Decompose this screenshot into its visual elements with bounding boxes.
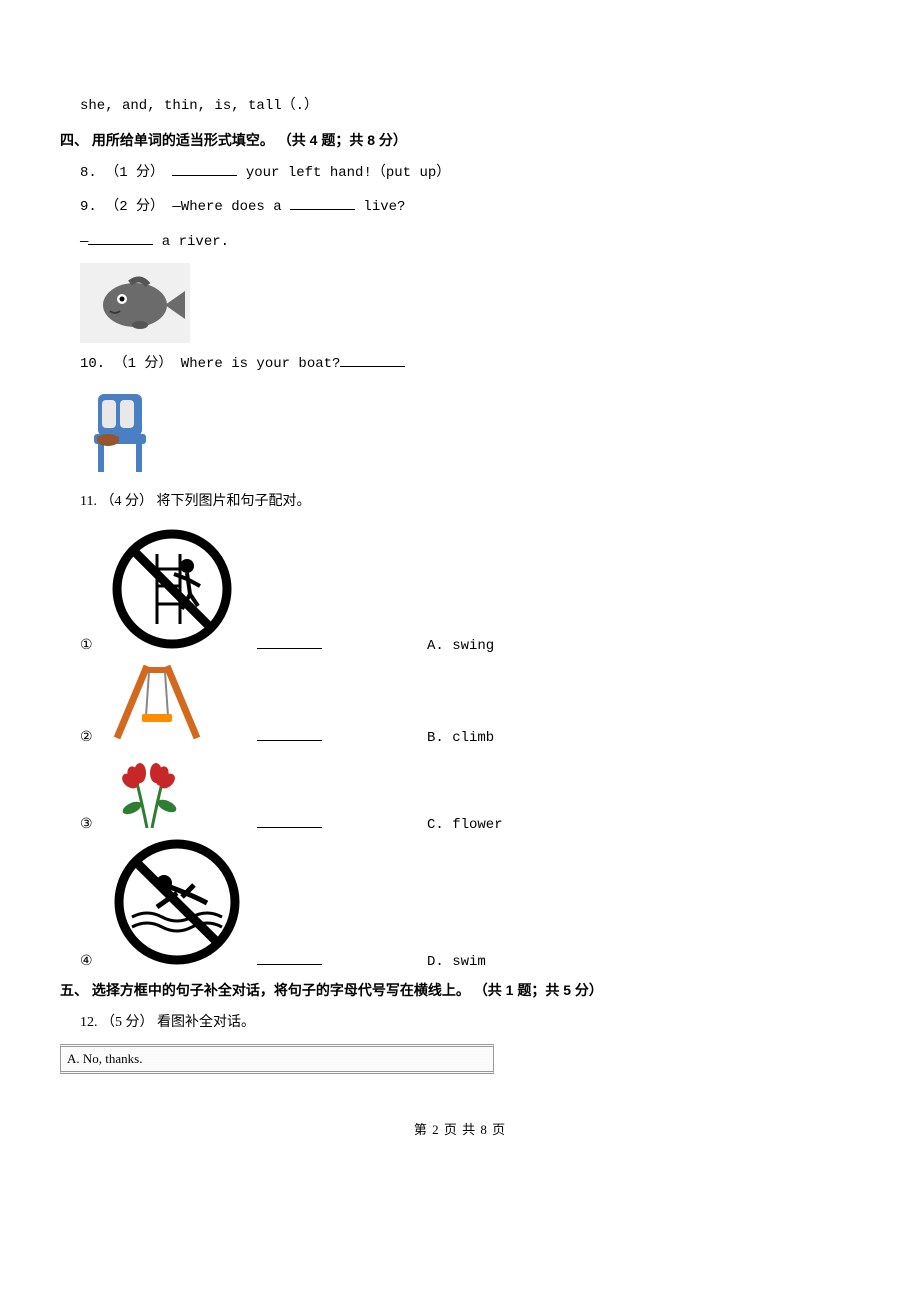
question-9b: — a river. xyxy=(60,229,860,256)
q9-blank[interactable] xyxy=(290,195,355,210)
q10-blank[interactable] xyxy=(340,352,405,367)
match-blank-4[interactable] xyxy=(257,950,322,965)
match-label-2: B. climb xyxy=(427,730,494,746)
match-blank-1[interactable] xyxy=(257,634,322,649)
dialog-options-box: A. No, thanks. xyxy=(60,1044,494,1074)
q10-prefix: 10. （1 分） Where is your boat? xyxy=(80,356,340,372)
q8-prefix: 8. （1 分） xyxy=(80,165,172,181)
q9-prefix: 9. （2 分） —Where does a xyxy=(80,199,290,215)
q9b-prefix: — xyxy=(80,234,88,250)
question-9: 9. （2 分） —Where does a live? xyxy=(60,194,860,221)
section-5-heading: 五、 选择方框中的句子补全对话，将句子的字母代号写在横线上。 （共 1 题；共 … xyxy=(60,980,860,1000)
question-8: 8. （1 分） your left hand!（put up） xyxy=(60,160,860,187)
question-12: 12. （5 分） 看图补全对话。 xyxy=(60,1010,860,1037)
swing-image xyxy=(102,656,212,746)
no-swim-image xyxy=(102,835,252,970)
no-climb-image xyxy=(102,524,242,654)
question-11: 11. （4 分） 将下列图片和句子配对。 xyxy=(60,489,860,516)
match-num-2: ② xyxy=(80,729,93,746)
q9-suffix: live? xyxy=(355,199,405,215)
match-num-4: ④ xyxy=(80,953,93,970)
match-blank-3[interactable] xyxy=(257,813,322,828)
match-label-4: D. swim xyxy=(427,954,486,970)
match-row-1: ① A. swing xyxy=(80,524,860,654)
dialog-option-a: A. No, thanks. xyxy=(67,1051,487,1067)
page-footer: 第 2 页 共 8 页 xyxy=(60,1119,860,1138)
match-row-2: ② B. climb xyxy=(80,656,860,746)
match-num-3: ③ xyxy=(80,816,93,833)
match-row-3: ③ C. xyxy=(80,748,860,833)
question-she-line: she, and, thin, is, tall（.） xyxy=(60,93,860,120)
match-blank-2[interactable] xyxy=(257,726,322,741)
question-10: 10. （1 分） Where is your boat? xyxy=(60,351,860,378)
match-num-1: ① xyxy=(80,637,93,654)
q8-suffix: your left hand!（put up） xyxy=(237,165,450,181)
q9b-suffix: a river. xyxy=(153,234,229,250)
chair-image xyxy=(60,386,860,481)
flower-image xyxy=(102,748,197,833)
q8-blank[interactable] xyxy=(172,161,237,176)
match-row-4: ④ D. swim xyxy=(80,835,860,970)
q9b-blank[interactable] xyxy=(88,230,153,245)
match-label-1: A. swing xyxy=(427,638,494,654)
fish-image xyxy=(60,263,860,343)
section-4-heading: 四、 用所给单词的适当形式填空。 （共 4 题；共 8 分） xyxy=(60,130,860,150)
match-label-3: C. flower xyxy=(427,817,503,833)
